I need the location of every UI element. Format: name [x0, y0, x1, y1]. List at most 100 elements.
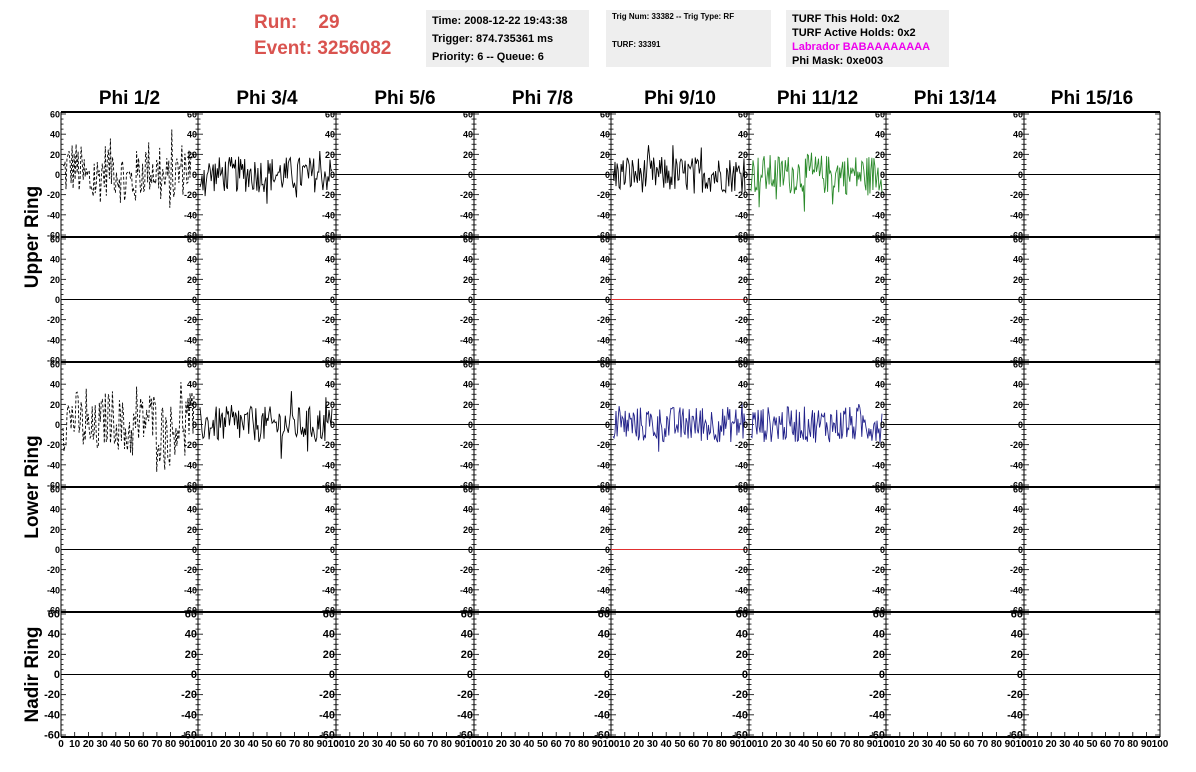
- y-tick-label: -40: [322, 210, 335, 220]
- y-tick-label: 60: [325, 485, 335, 495]
- y-tick-label: 20: [875, 525, 885, 535]
- y-tick-label: 60: [185, 609, 197, 621]
- x-tick-label: 60: [138, 739, 150, 750]
- y-tick-label: 40: [600, 380, 610, 390]
- waveform-trace: [199, 391, 333, 459]
- x-tick-label: 80: [303, 739, 315, 750]
- x-tick-label: 30: [647, 739, 659, 750]
- y-tick-label: 0: [54, 669, 60, 681]
- y-tick-label: 60: [463, 485, 473, 495]
- y-tick-label: -20: [181, 689, 197, 701]
- y-tick-label: 60: [873, 609, 885, 621]
- y-tick-label: 40: [875, 130, 885, 140]
- y-tick-label: -40: [460, 585, 473, 595]
- x-tick-label: 20: [83, 739, 95, 750]
- y-tick-label: 20: [600, 525, 610, 535]
- x-tick-label: 20: [358, 739, 370, 750]
- y-tick-label: 20: [50, 150, 60, 160]
- y-tick-label: -60: [732, 730, 748, 742]
- y-tick-label: -40: [869, 709, 885, 721]
- y-tick-label: -60: [735, 356, 748, 366]
- y-tick-label: 60: [50, 360, 60, 370]
- y-tick-label: 60: [48, 609, 60, 621]
- y-tick-label: -40: [47, 335, 60, 345]
- y-tick-label: 40: [325, 505, 335, 515]
- y-tick-label: 60: [738, 235, 748, 245]
- y-tick-label: 60: [187, 485, 197, 495]
- y-tick-label: -60: [184, 231, 197, 241]
- y-tick-label: -20: [735, 565, 748, 575]
- y-tick-label: -40: [1010, 210, 1023, 220]
- ring-label: Upper Ring: [22, 186, 43, 288]
- x-tick-label: 10: [482, 739, 494, 750]
- y-tick-label: 40: [50, 255, 60, 265]
- y-tick-label: 40: [461, 629, 473, 641]
- y-tick-label: -60: [460, 606, 473, 616]
- y-tick-label: 0: [605, 295, 610, 305]
- y-tick-label: 40: [463, 255, 473, 265]
- y-tick-label: -60: [460, 356, 473, 366]
- y-tick-label: -40: [594, 709, 610, 721]
- run-event-box: Run: 29 Event: 3256082: [254, 10, 391, 62]
- y-tick-label: -60: [319, 730, 335, 742]
- y-tick-label: -20: [872, 190, 885, 200]
- y-tick-label: 20: [325, 525, 335, 535]
- y-tick-label: 60: [875, 485, 885, 495]
- y-tick-label: 60: [325, 360, 335, 370]
- y-tick-label: 40: [1013, 130, 1023, 140]
- y-tick-label: 20: [185, 649, 197, 661]
- y-tick-label: 40: [1013, 255, 1023, 265]
- x-tick-label: 50: [261, 739, 273, 750]
- y-tick-label: -20: [47, 315, 60, 325]
- y-tick-label: 40: [1011, 629, 1023, 641]
- x-tick-label: 60: [826, 739, 838, 750]
- y-tick-label: 60: [875, 360, 885, 370]
- y-tick-label: 40: [463, 130, 473, 140]
- y-tick-label: 60: [875, 110, 885, 120]
- y-tick-label: 0: [468, 420, 473, 430]
- x-tick-label: 100: [1152, 739, 1169, 750]
- x-tick-label: 30: [97, 739, 109, 750]
- x-tick-label: 20: [220, 739, 232, 750]
- x-tick-label: 30: [1059, 739, 1071, 750]
- y-tick-label: -60: [184, 606, 197, 616]
- y-tick-label: 60: [463, 360, 473, 370]
- phi-mask-text: Phi Mask: 0xe003: [792, 55, 884, 67]
- y-tick-label: 60: [600, 485, 610, 495]
- event-label: Event:: [254, 38, 313, 59]
- y-tick-label: -20: [594, 689, 610, 701]
- y-tick-label: -40: [181, 709, 197, 721]
- y-tick-label: 40: [50, 380, 60, 390]
- x-tick-label: 90: [1005, 739, 1017, 750]
- y-tick-label: -40: [184, 585, 197, 595]
- x-tick-label: 20: [1046, 739, 1058, 750]
- x-tick-label: 50: [812, 739, 824, 750]
- y-tick-label: -20: [597, 190, 610, 200]
- y-tick-label: -20: [872, 315, 885, 325]
- y-tick-label: 0: [1017, 669, 1023, 681]
- y-tick-label: 20: [600, 275, 610, 285]
- y-tick-label: -60: [1010, 606, 1023, 616]
- waveform-trace: [612, 145, 746, 194]
- x-tick-label: 30: [785, 739, 797, 750]
- y-tick-label: -60: [47, 231, 60, 241]
- ring-label: Lower Ring: [22, 435, 43, 538]
- y-tick-label: 0: [330, 295, 335, 305]
- y-tick-label: -20: [322, 190, 335, 200]
- y-tick-label: -60: [597, 231, 610, 241]
- y-tick-label: 0: [330, 420, 335, 430]
- y-tick-label: -60: [872, 481, 885, 491]
- y-tick-label: -60: [597, 481, 610, 491]
- y-tick-label: 40: [187, 255, 197, 265]
- y-tick-label: 0: [743, 295, 748, 305]
- x-tick-label: 50: [124, 739, 136, 750]
- y-tick-label: 40: [463, 505, 473, 515]
- y-tick-label: 60: [463, 235, 473, 245]
- y-tick-label: 40: [463, 380, 473, 390]
- y-tick-label: -20: [1010, 190, 1023, 200]
- y-tick-label: 60: [736, 609, 748, 621]
- y-tick-label: 40: [185, 629, 197, 641]
- y-tick-label: -60: [594, 730, 610, 742]
- x-tick-label: 100: [190, 739, 207, 750]
- y-tick-label: -20: [460, 440, 473, 450]
